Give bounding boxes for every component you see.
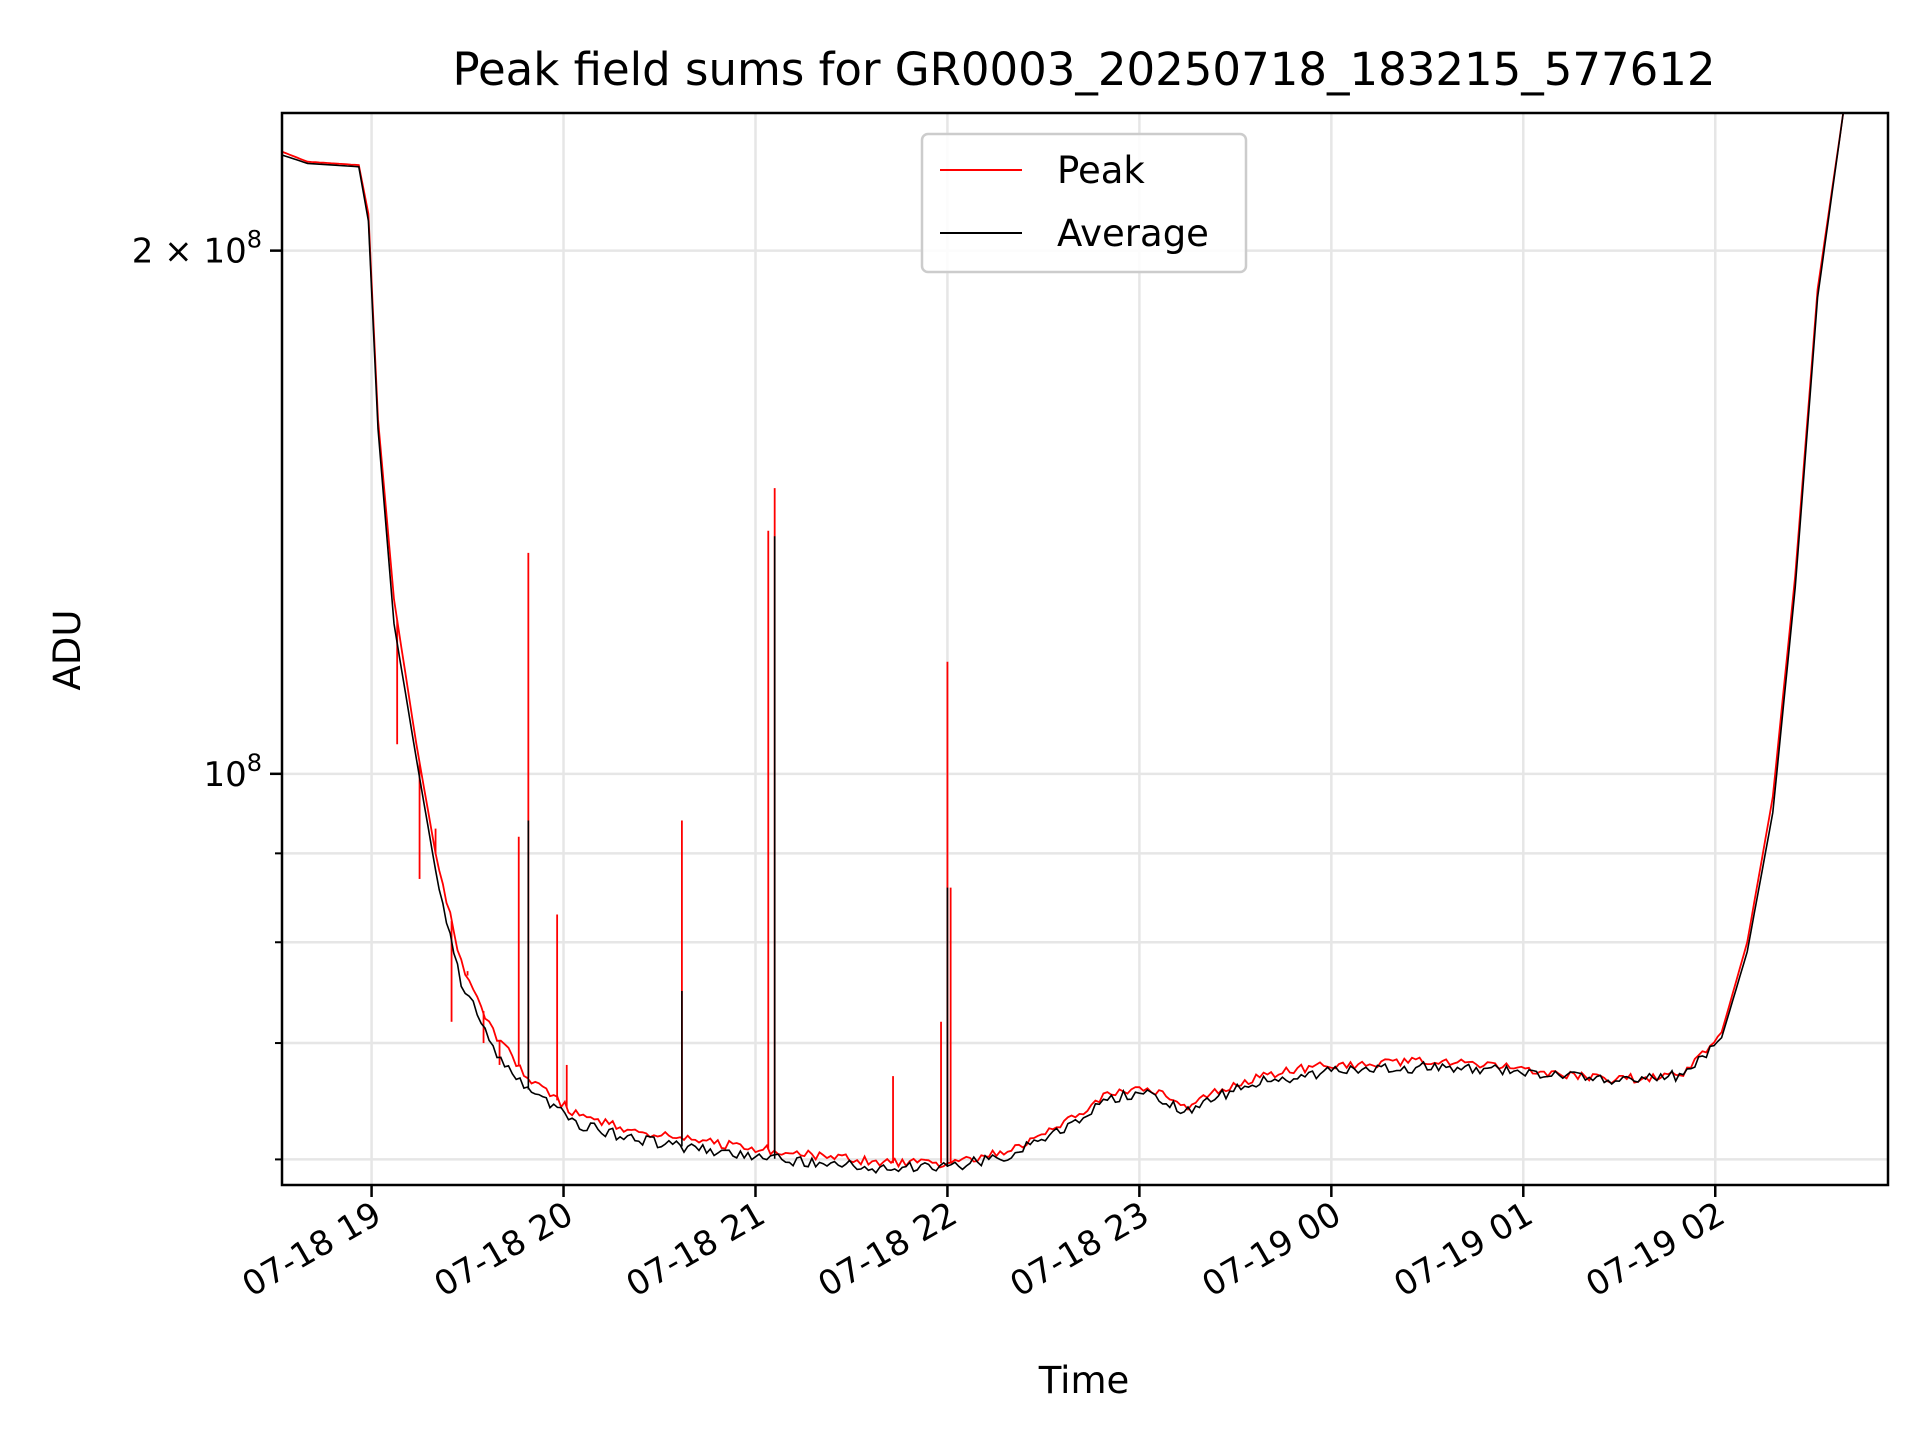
- chart-title: Peak field sums for GR0003_20250718_1832…: [452, 43, 1715, 96]
- legend-label-average: Average: [1057, 212, 1209, 255]
- legend: Peak Average: [920, 132, 1248, 274]
- plot-frame: [280, 111, 1890, 1187]
- y-axis-label: ADU: [46, 610, 89, 691]
- series-line-average: [282, 113, 1888, 1174]
- y-tick-label: 108: [203, 749, 262, 795]
- x-axis-label: Time: [1038, 1359, 1130, 1402]
- series-line-peak: [282, 113, 1888, 1169]
- y-tick-label: 2 × 108: [132, 226, 262, 272]
- legend-box: [920, 132, 1248, 274]
- series-average: [282, 113, 1888, 1174]
- legend-label-peak: Peak: [1057, 149, 1145, 192]
- series-layer: [282, 113, 1888, 1174]
- y-axis: 108 2 × 108: [132, 226, 282, 1161]
